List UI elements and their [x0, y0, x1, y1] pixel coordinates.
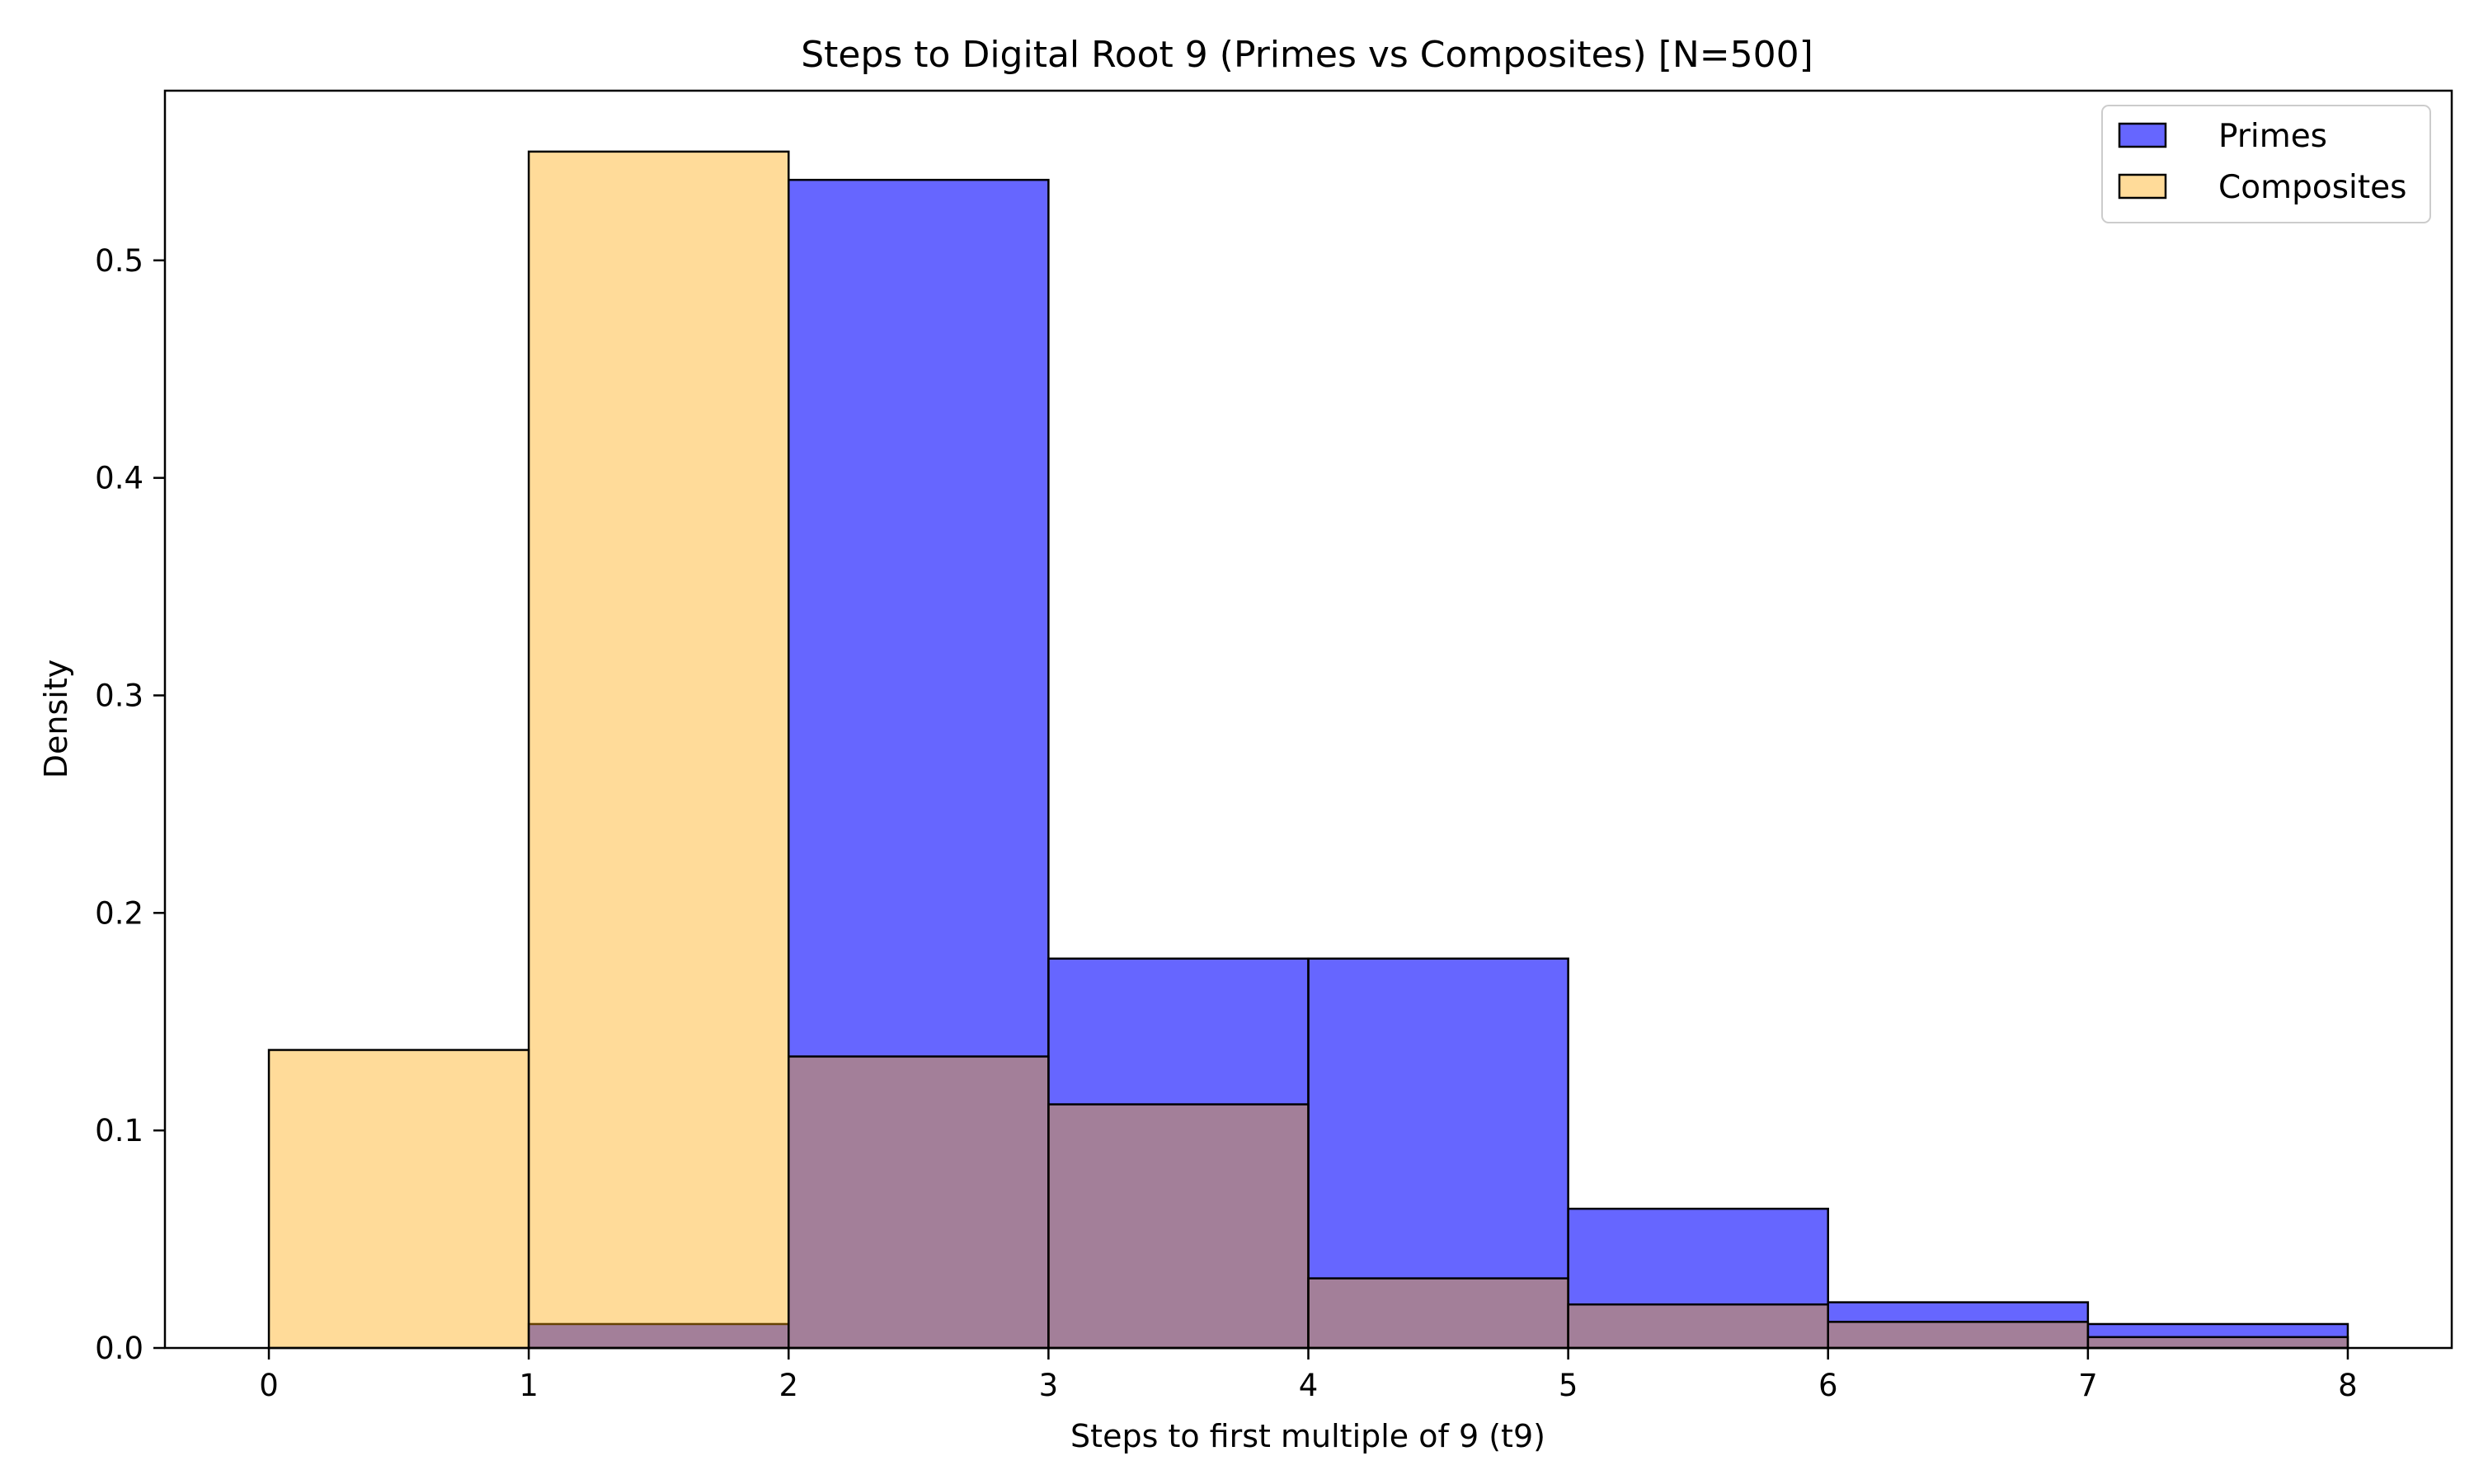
x-tick-label-3: 3	[1039, 1368, 1059, 1403]
y-tick-label-0: 0.0	[95, 1331, 143, 1366]
bar-composites-bin-7	[2086, 1336, 2349, 1350]
bar-primes-bin-2	[788, 178, 1050, 1350]
y-axis-label: Density	[38, 660, 74, 778]
x-tick-label-8: 8	[2338, 1368, 2358, 1403]
bar-primes-bin-3	[1047, 957, 1310, 1350]
x-tick-label-4: 4	[1299, 1368, 1319, 1403]
chart-title: Steps to Digital Root 9 (Primes vs Compo…	[801, 34, 1813, 76]
legend-swatch-primes	[2118, 122, 2167, 148]
legend-label-primes: Primes	[2218, 118, 2327, 155]
y-tick-label-3: 0.3	[95, 678, 143, 713]
bar-composites-bin-5	[1567, 1303, 1829, 1350]
x-tick-label-7: 7	[2078, 1368, 2098, 1403]
x-axis-label: Steps to first multiple of 9 (t9)	[1070, 1418, 1545, 1454]
series-primes-bars	[527, 178, 2349, 1350]
legend-frame	[2101, 105, 2431, 223]
bar-composites-bin-4	[1307, 1277, 1569, 1350]
bar-composites-bin-2	[788, 1055, 1050, 1350]
x-tick-label-6: 6	[1818, 1368, 1838, 1403]
x-tick-label-1: 1	[519, 1368, 539, 1403]
x-tick-label-5: 5	[1559, 1368, 1578, 1403]
x-axis-ticks: 0 1 2 3 4 5 6 7 8	[259, 1348, 2358, 1403]
bar-composites-bin-1	[527, 150, 790, 1350]
bar-composites-bin-3	[1047, 1103, 1310, 1350]
y-axis-ticks: 0.0 0.1 0.2 0.3 0.4 0.5	[95, 243, 165, 1366]
y-tick-label-4: 0.4	[95, 461, 143, 496]
bar-primes-bin-4	[1307, 957, 1569, 1350]
bar-composites-bin-0	[267, 1049, 530, 1350]
bar-primes-bin-7	[2086, 1322, 2349, 1350]
bars-layer	[267, 150, 2349, 1350]
bar-composites-bin-6	[1827, 1321, 2090, 1350]
y-tick-label-1: 0.1	[95, 1113, 143, 1148]
x-tick-label-0: 0	[259, 1368, 279, 1403]
legend: Primes Composites	[2101, 105, 2431, 223]
y-tick-label-5: 0.5	[95, 243, 143, 279]
bar-primes-bin-1	[527, 1322, 790, 1350]
legend-label-composites: Composites	[2218, 169, 2406, 206]
legend-swatch-composites	[2118, 173, 2167, 200]
x-tick-label-2: 2	[778, 1368, 798, 1403]
y-tick-label-2: 0.2	[95, 895, 143, 931]
series-composites-bars	[267, 150, 2349, 1350]
